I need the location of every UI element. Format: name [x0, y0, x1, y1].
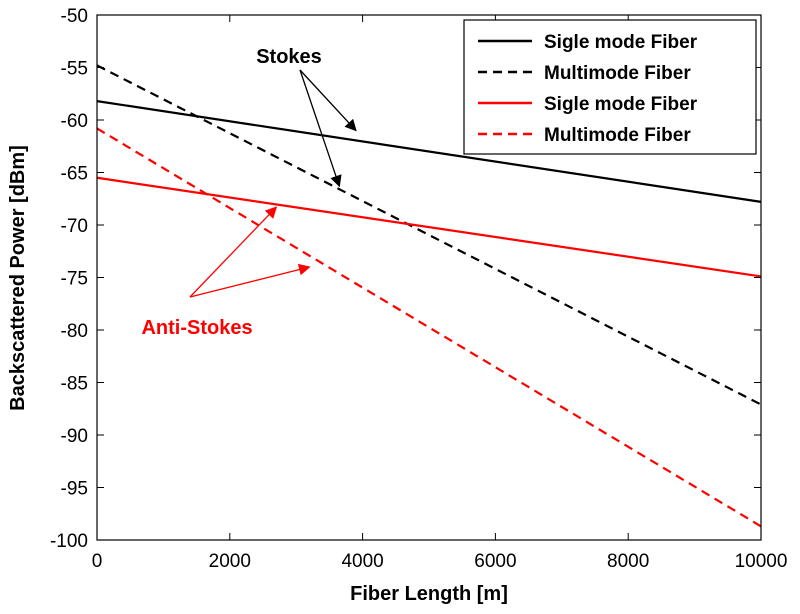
y-tick-label: -65 — [61, 164, 88, 185]
annotation-label-2: Anti-Stokes — [141, 317, 252, 339]
y-tick-label: -90 — [61, 426, 88, 447]
y-axis-label: Backscattered Power [dBm] — [7, 145, 29, 411]
annotation-arrow-2-2 — [189, 263, 311, 298]
legend-label-1: Sigle mode Fiber — [544, 32, 698, 53]
x-tick-label: 0 — [92, 551, 103, 572]
y-tick-label: -95 — [61, 479, 88, 500]
legend: Sigle mode Fiber Multimode Fiber Sigle mod… — [463, 19, 757, 155]
annotation-label-1: Stokes — [256, 46, 322, 68]
series-layer — [96, 64, 762, 528]
x-tick-label: 6000 — [474, 551, 516, 572]
annotation-arrow-2-1 — [189, 206, 278, 298]
legend-label-3: Sigle mode Fiber — [544, 94, 698, 115]
y-tick-label: -100 — [50, 531, 88, 552]
x-tick-label: 8000 — [607, 551, 649, 572]
axis-layer: 0 2000 4000 6000 8000 10000 -50 -55 -60 -65 -70 -75… — [50, 6, 787, 572]
y-tick-label: -80 — [61, 321, 88, 342]
annotation-arrow-1-1 — [299, 69, 357, 132]
series-line-4 — [96, 127, 762, 528]
y-tick-label: -75 — [61, 269, 88, 290]
x-tick-label: 2000 — [209, 551, 251, 572]
y-tick-label: -70 — [61, 216, 88, 237]
legend-box — [463, 19, 757, 155]
y-tick-label: -50 — [61, 6, 88, 27]
legend-label-2: Multimode Fiber — [544, 63, 691, 84]
series-line-2 — [96, 64, 762, 406]
annotation-layer: Stokes Anti-Stokes — [141, 46, 357, 339]
x-tick-label: 10000 — [735, 551, 788, 572]
x-axis-label: Fiber Length [m] — [350, 583, 508, 605]
series-line-1 — [96, 100, 762, 203]
legend-label-4: Multimode Fiber — [544, 125, 691, 146]
y-tick-label: -85 — [61, 374, 88, 395]
y-tick-label: -60 — [61, 111, 88, 132]
x-tick-label: 4000 — [341, 551, 383, 572]
y-tick-label: -55 — [61, 59, 88, 80]
annotation-arrow-1-2 — [299, 69, 342, 188]
